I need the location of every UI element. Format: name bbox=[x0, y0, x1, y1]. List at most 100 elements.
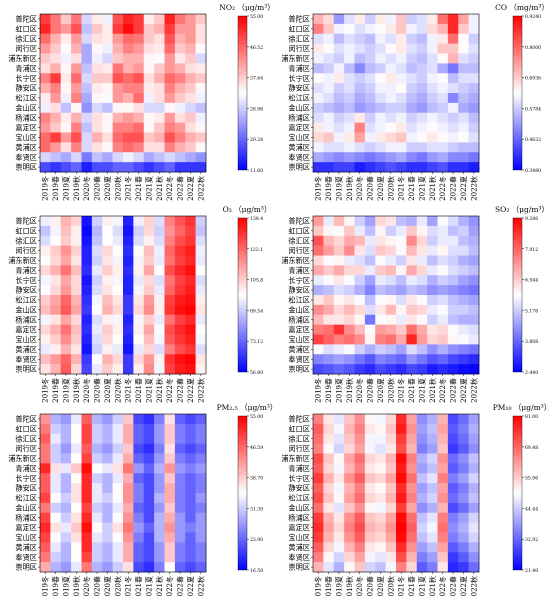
colorbar-title: NO₂ （μg/m³） bbox=[219, 3, 274, 12]
heatmap-cell bbox=[396, 93, 407, 104]
heatmap-cell bbox=[447, 364, 459, 375]
heatmap-cell bbox=[437, 142, 449, 153]
heatmap-cell bbox=[174, 23, 186, 35]
heatmap-cell bbox=[174, 162, 186, 173]
heatmap-cell bbox=[164, 265, 176, 276]
heatmap-cell bbox=[102, 473, 113, 484]
heatmap-cell bbox=[123, 73, 134, 84]
heatmap-cell bbox=[364, 314, 376, 325]
heatmap-cell bbox=[164, 364, 176, 375]
heatmap-cell bbox=[323, 265, 335, 276]
heatmap-cell bbox=[385, 483, 397, 494]
heatmap-cell bbox=[447, 304, 459, 316]
heatmap-cell bbox=[416, 162, 428, 173]
x-tick-label: 2022冬 bbox=[438, 576, 447, 597]
heatmap-cell bbox=[406, 453, 418, 464]
heatmap-cell bbox=[375, 162, 386, 173]
heatmap-cell bbox=[123, 443, 134, 454]
x-tick-label: 2022春 bbox=[449, 378, 458, 403]
heatmap-cell bbox=[447, 354, 459, 365]
heatmap-cell bbox=[71, 512, 82, 523]
heatmap-cell bbox=[458, 562, 469, 573]
x-tick-label: 2020冬 bbox=[82, 576, 91, 597]
heatmap-cell bbox=[396, 33, 407, 44]
heatmap-cell bbox=[40, 255, 51, 266]
heatmap-cell bbox=[323, 562, 335, 573]
heatmap-frame bbox=[39, 215, 207, 375]
x-tick-label: 2020春 bbox=[366, 176, 375, 201]
heatmap-cell bbox=[164, 73, 176, 84]
heatmap-cell bbox=[323, 473, 335, 484]
heatmap-cell bbox=[185, 552, 196, 563]
colorbar-tick-label: 46.52 bbox=[250, 45, 263, 51]
heatmap-cell bbox=[164, 93, 176, 104]
heatmap-cell bbox=[112, 324, 124, 335]
heatmap-cell bbox=[447, 83, 459, 94]
heatmap-cell bbox=[164, 285, 176, 296]
x-tick-label: 2020秋 bbox=[113, 576, 122, 597]
heatmap-cell bbox=[416, 112, 428, 123]
heatmap-cell bbox=[344, 532, 355, 543]
heatmap-cell bbox=[102, 265, 113, 276]
heatmap-cell bbox=[344, 275, 355, 286]
heatmap-cell bbox=[458, 423, 469, 435]
heatmap-cell bbox=[102, 93, 113, 104]
y-tick-label: 静安区 bbox=[15, 484, 37, 493]
heatmap-o3: 普陀区虹口区徐汇区闵行区浦东新区青浦区长宁区静安区松江区金山区杨浦区嘉定区宝山区… bbox=[8, 205, 271, 403]
heatmap-cell bbox=[447, 433, 459, 444]
heatmap-cell bbox=[396, 142, 407, 153]
heatmap-cell bbox=[102, 334, 113, 345]
heatmap-cell bbox=[154, 354, 165, 365]
heatmap-cell bbox=[385, 112, 397, 123]
heatmap-cell bbox=[468, 275, 480, 286]
heatmap-cell bbox=[406, 324, 418, 335]
heatmap-cell bbox=[333, 562, 345, 573]
heatmap-cell bbox=[123, 314, 134, 325]
heatmap-cell bbox=[102, 364, 113, 375]
heatmap-cell bbox=[60, 542, 72, 553]
heatmap-cell bbox=[60, 473, 72, 484]
heatmap-cell bbox=[123, 53, 134, 64]
heatmap-cell bbox=[123, 63, 134, 74]
heatmap-cell bbox=[154, 225, 165, 237]
heatmap-cell bbox=[458, 314, 469, 325]
heatmap-cell bbox=[50, 33, 62, 44]
heatmap-cell bbox=[437, 152, 449, 163]
heatmap-cell bbox=[416, 314, 428, 325]
heatmap-cell bbox=[185, 162, 196, 173]
heatmap-cell bbox=[164, 152, 176, 163]
heatmap-cell bbox=[195, 83, 207, 94]
heatmap-cell bbox=[323, 93, 335, 104]
heatmap-cell bbox=[416, 295, 428, 306]
heatmap-cell bbox=[133, 255, 145, 266]
heatmap-cell bbox=[71, 295, 82, 306]
heatmap-cell bbox=[458, 433, 469, 444]
heatmap-cell bbox=[427, 493, 438, 504]
heatmap-cell bbox=[123, 216, 134, 227]
heatmap-cell bbox=[468, 542, 480, 553]
heatmap-cell bbox=[112, 63, 124, 74]
heatmap-cell bbox=[406, 102, 418, 114]
heatmap-cell bbox=[416, 73, 428, 84]
heatmap-cell bbox=[385, 562, 397, 573]
heatmap-cell bbox=[40, 423, 51, 435]
heatmap-cell bbox=[91, 14, 103, 25]
heatmap-cell bbox=[427, 122, 438, 133]
heatmap-cell bbox=[102, 255, 113, 266]
heatmap-cell bbox=[174, 132, 186, 143]
heatmap-cell bbox=[354, 225, 366, 237]
heatmap-cell bbox=[164, 225, 176, 237]
heatmap-cell bbox=[447, 463, 459, 474]
heatmap-cell bbox=[447, 324, 459, 335]
heatmap-cell bbox=[91, 295, 103, 306]
heatmap-cell bbox=[133, 132, 145, 143]
heatmap-cell bbox=[313, 453, 324, 464]
heatmap-cell bbox=[154, 93, 165, 104]
heatmap-cell bbox=[185, 63, 196, 74]
heatmap-cell bbox=[164, 122, 176, 133]
y-tick-label: 长宁区 bbox=[288, 474, 310, 483]
heatmap-cell bbox=[195, 152, 207, 163]
heatmap-cell bbox=[354, 216, 366, 227]
heatmap-cell bbox=[375, 512, 386, 523]
heatmap-cell bbox=[364, 304, 376, 316]
